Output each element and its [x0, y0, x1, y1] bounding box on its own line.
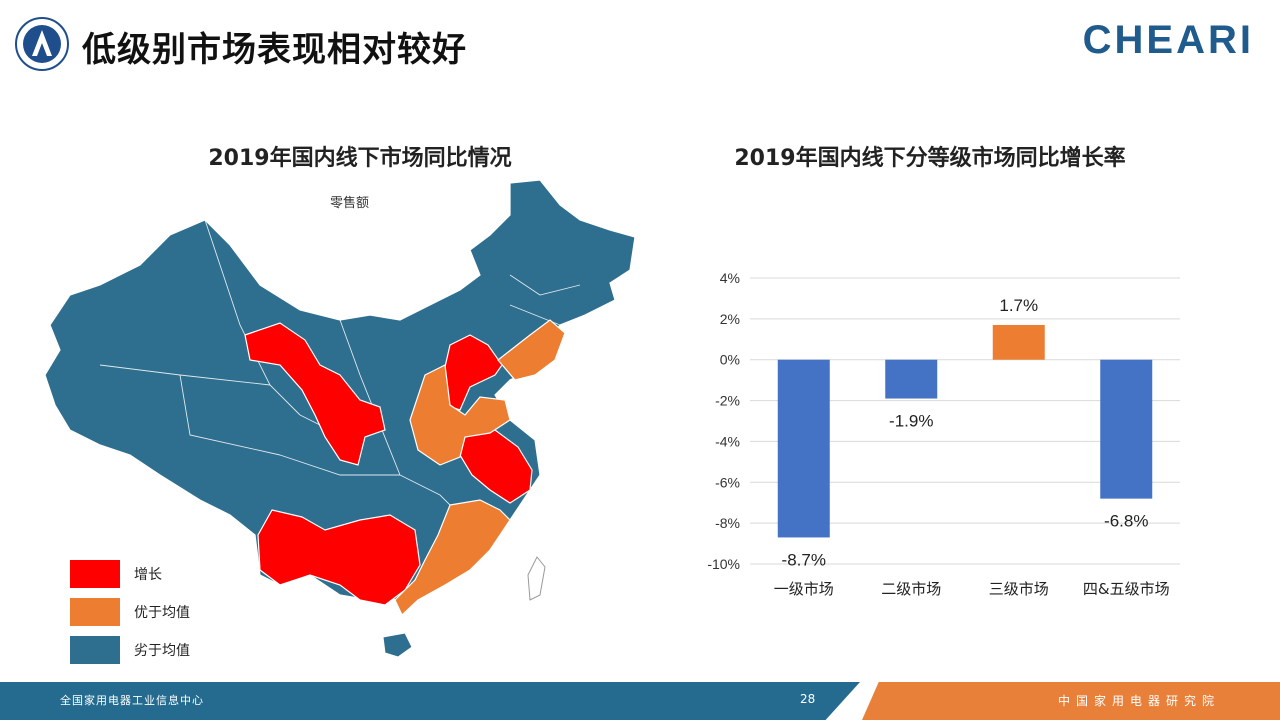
y-tick-label: 0% — [720, 352, 740, 368]
data-label: -1.9% — [889, 412, 933, 431]
bar-3 — [992, 324, 1045, 360]
y-tick-label: -6% — [715, 474, 740, 490]
legend-label: 增长 — [134, 567, 162, 583]
map-region-above-average-southeast — [394, 499, 511, 617]
y-tick-label: 4% — [720, 270, 740, 286]
legend-swatch — [70, 636, 120, 664]
footer-bar-left — [0, 682, 860, 720]
page-number: 28 — [800, 692, 816, 706]
map-region-hainan — [382, 632, 413, 658]
y-tick-label: -4% — [715, 433, 740, 449]
data-label: -8.7% — [782, 550, 826, 569]
bar-chart-title: 2019年国内线下分等级市场同比增长率 — [734, 146, 1126, 171]
x-tick-label: 三级市场 — [989, 580, 1049, 598]
legend-item-below-average: 劣于均值 — [70, 631, 190, 669]
data-label: -6.8% — [1104, 512, 1148, 531]
emblem-logo-icon — [15, 17, 69, 71]
bar-4 — [1100, 359, 1153, 499]
map-region-taiwan — [527, 556, 546, 601]
y-tick-label: -2% — [715, 393, 740, 409]
map-region-growth-southwest — [257, 509, 421, 606]
legend-label: 劣于均值 — [134, 643, 190, 659]
bar-1 — [777, 359, 830, 538]
map-region-above-average-liaoning — [497, 319, 566, 381]
page-title: 低级别市场表现相对较好 — [82, 30, 467, 70]
legend-item-above-average: 优于均值 — [70, 593, 190, 631]
bar-chart: 4% 2% 0% -2% -4% -6% -8% -10% -8.7% 一级市场 -1.9% 二级市场… — [707, 270, 1180, 598]
x-tick-label: 四&五级市场 — [1083, 580, 1170, 598]
footer-bar-right — [862, 682, 1280, 720]
china-province-map — [44, 179, 636, 658]
y-tick-label: -10% — [707, 556, 740, 572]
footer-institute-name: 中国家用电器研究院 — [1057, 694, 1220, 708]
data-label: 1.7% — [999, 296, 1038, 315]
map-region-above-average-shanxi-shandong — [409, 364, 511, 466]
y-tick-label: -8% — [715, 515, 740, 531]
map-title: 2019年国内线下市场同比情况 — [208, 146, 512, 171]
legend-item-growth: 增长 — [70, 555, 190, 593]
map-subtitle: 零售额 — [330, 196, 370, 211]
bar-2 — [885, 359, 938, 399]
y-tick-label: 2% — [720, 311, 740, 327]
map-legend: 增长 优于均值 劣于均值 — [70, 555, 190, 669]
legend-swatch — [70, 598, 120, 626]
map-region-growth-gansu-ningxia — [244, 322, 386, 466]
brand-logo: CHEARI — [1082, 18, 1254, 62]
map-region-growth-henan-anhui — [459, 429, 533, 504]
footer-org-name: 全国家用电器工业信息中心 — [60, 694, 204, 707]
x-tick-label: 一级市场 — [774, 580, 834, 598]
legend-swatch — [70, 560, 120, 588]
x-tick-label: 二级市场 — [881, 580, 941, 598]
legend-label: 优于均值 — [134, 605, 190, 621]
